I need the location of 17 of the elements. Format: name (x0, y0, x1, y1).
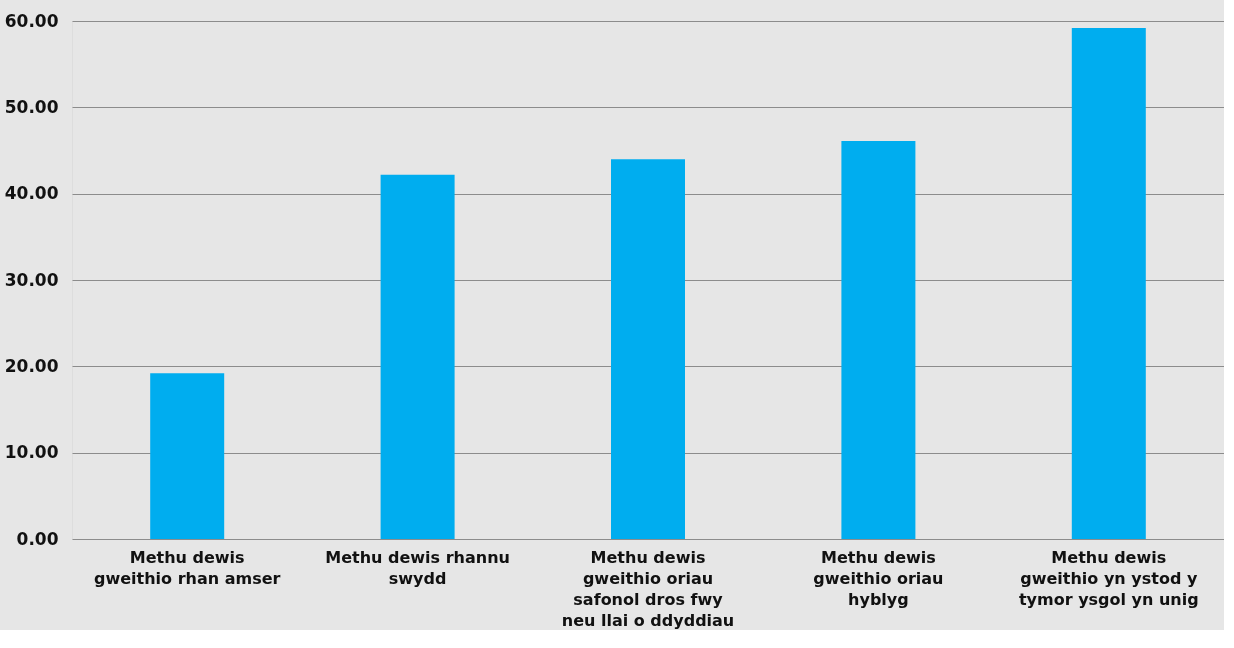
y-tick-label: 0.00 (16, 528, 59, 549)
bar (841, 141, 916, 539)
y-tick-label: 50.00 (4, 96, 59, 117)
y-tick-label: 40.00 (4, 183, 59, 204)
x-tick-label: Methu dewis gweithio oriau hyblyg (813, 547, 944, 609)
x-tick-label: Methu dewis gweithio rhan amser (93, 547, 281, 588)
bar (611, 159, 685, 539)
bar (150, 373, 225, 539)
bar (1071, 27, 1146, 539)
x-tick-label: Methu dewis gweithio oriau safonol dros fwy neu llai o ddyddiau (561, 547, 735, 630)
x-tick-label: Methu dewis gweithio yn ystod y tymor ysgol yn unig (1018, 547, 1199, 609)
y-tick-label: 10.00 (4, 442, 59, 463)
y-tick-label: 30.00 (4, 269, 59, 290)
bar (380, 174, 455, 539)
y-tick-label: 60.00 (4, 10, 59, 31)
y-tick-label: 20.00 (4, 355, 59, 376)
x-tick-label: Methu dewis rhannu swydd (325, 547, 510, 588)
